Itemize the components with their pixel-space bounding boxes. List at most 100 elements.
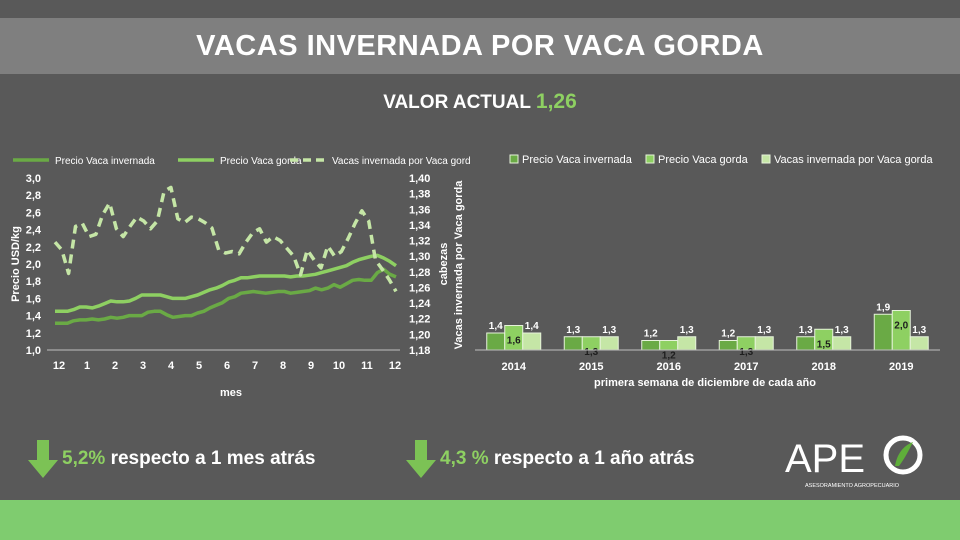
bar-data-label: 1,3 — [566, 325, 580, 336]
bar — [718, 340, 738, 351]
stat-month-pct: 5,2% — [62, 448, 106, 469]
bar-legend-swatch — [645, 154, 655, 164]
bar-data-label: 1,2 — [644, 329, 658, 340]
bar-legend-label: Precio Vaca invernada — [522, 154, 633, 166]
page-title: VACAS INVERNADA POR VACA GORDA — [196, 29, 764, 62]
valor-actual-label: VALOR ACTUAL — [383, 92, 531, 113]
logo-text: APE — [785, 437, 865, 481]
line-chart-y2-tick-label: 1,40 — [409, 173, 430, 185]
arrow-down-icon — [406, 440, 436, 478]
bar-data-label: 1,2 — [721, 329, 735, 340]
line-chart-x-tick-label: 12 — [389, 360, 401, 372]
bar-chart-x-tick-label: 2014 — [502, 361, 527, 373]
line-chart-y-tick-label: 1,8 — [26, 276, 41, 288]
line-chart-y2-tick-label: 1,28 — [409, 267, 430, 279]
line-chart-x-tick-label: 11 — [361, 360, 373, 372]
bar-chart-bars: 1,4 1,6 1,4 1,3 1,3 1,3 1,2 1,2 1,3 1,2 1,3 1,3 1,3 1… — [486, 302, 929, 362]
bar-chart-x-tick-label: 2015 — [579, 361, 603, 373]
line-chart-y-tick-label: 3,0 — [26, 173, 41, 185]
bar — [677, 336, 697, 351]
bar-data-label: 1,3 — [757, 325, 771, 336]
bar-chart-legend: Precio Vaca invernada Precio Vaca gorda Va… — [509, 154, 933, 166]
line-series-2 — [55, 253, 397, 314]
line-chart-x-tick-label: 10 — [333, 360, 345, 372]
bar-chart-x-tick-label: 2019 — [889, 361, 913, 373]
line-chart: Precio Vaca invernada Precio Vaca gorda Va… — [10, 156, 470, 399]
line-chart-y-tick-label: 1,2 — [26, 328, 41, 340]
bar — [909, 336, 929, 351]
line-chart-y2-tick-label: 1,36 — [409, 204, 430, 216]
line-chart-y-tick-label: 1,6 — [26, 293, 41, 305]
line-chart-y2-tick-label: 1,18 — [409, 345, 430, 357]
line-chart-x-tick-label: 4 — [168, 360, 175, 372]
bar-data-label: 1,2 — [662, 351, 676, 362]
stat-month-text: respecto a 1 mes atrás — [105, 448, 316, 469]
bar-data-label: 1,4 — [525, 321, 539, 332]
line-chart-y-tick-label: 2,0 — [26, 259, 41, 271]
line-chart-x-tick-label: 5 — [196, 360, 202, 372]
bar-chart-x-label: primera semana de diciembre de cada año — [594, 377, 816, 389]
line-chart-y2-tick-label: 1,38 — [409, 189, 430, 201]
bar-data-label: 1,3 — [835, 325, 849, 336]
bar-data-label: 1,3 — [739, 347, 753, 358]
line-chart-y-tick-label: 1,4 — [26, 311, 42, 323]
arrow-down-icon — [28, 440, 58, 478]
line-chart-y2-tick-label: 1,22 — [409, 314, 430, 326]
line-chart-y2-tick-label: 1,26 — [409, 282, 430, 294]
bar-legend-swatch — [761, 154, 771, 164]
bar-legend-label: Vacas invernada por Vaca gorda — [774, 154, 933, 166]
line-chart-y2-tick-label: 1,32 — [409, 236, 430, 248]
bar-data-label: 1,3 — [602, 325, 616, 336]
line-chart-y-label: Precio USD/kg — [10, 226, 22, 302]
bar-data-label: 1,5 — [817, 339, 831, 350]
line-legend-label: Vacas invernada por Vaca gorda — [332, 156, 470, 167]
bar-chart-y-label: Vacas invernada por Vaca gorda — [453, 180, 465, 350]
line-chart-legend: Precio Vaca invernada Precio Vaca gorda Va… — [13, 156, 470, 167]
line-chart-x-tick-label: 1 — [84, 360, 90, 372]
line-chart-y-tick-label: 2,6 — [26, 207, 41, 219]
line-legend-label: Precio Vaca gorda — [220, 156, 302, 167]
ape-logo: APE ASESORAMIENTO AGROPECUARIO — [785, 432, 925, 492]
line-chart-y2-tick-label: 1,24 — [409, 298, 431, 310]
line-chart-x-tick-label: 2 — [112, 360, 118, 372]
line-chart-x-tick-label: 9 — [308, 360, 314, 372]
bar-data-label: 1,3 — [912, 325, 926, 336]
bar-data-label: 1,4 — [489, 321, 503, 332]
bar — [873, 313, 893, 351]
line-chart-x-tick-label: 3 — [140, 360, 146, 372]
bar — [486, 332, 506, 351]
valor-actual: VALOR ACTUAL 1,26 — [0, 90, 960, 114]
bar-legend-label: Precio Vaca gorda — [658, 154, 749, 166]
line-chart-axes: 1,0 1,2 1,4 1,6 1,8 2,0 2,2 2,4 2,6 2,8 3,0 1,18 1,2… — [26, 173, 432, 372]
valor-actual-value: 1,26 — [535, 90, 577, 113]
title-bar: VACAS INVERNADA POR VACA GORDA — [0, 18, 960, 74]
line-chart-y2-label: cabezas — [438, 243, 450, 286]
bar — [659, 340, 679, 351]
bar — [754, 336, 774, 351]
stat-year: 4,3 % respecto a 1 año atrás — [406, 440, 695, 478]
bar — [599, 336, 619, 351]
bar-chart-x-tick-label: 2017 — [734, 361, 758, 373]
bar-legend-swatch — [509, 154, 519, 164]
bar-chart-axes: 2014 2015 2016 2017 2018 2019 — [475, 349, 940, 373]
logo-subtitle: ASESORAMIENTO AGROPECUARIO — [805, 483, 900, 489]
bar-data-label: 2,0 — [894, 321, 908, 332]
line-chart-y-tick-label: 1,0 — [26, 345, 41, 357]
footer-bar — [0, 500, 960, 540]
line-chart-y2-tick-label: 1,34 — [409, 220, 431, 232]
line-chart-y2-tick-label: 1,20 — [409, 329, 430, 341]
bar-data-label: 1,6 — [507, 336, 521, 347]
stat-year-text: respecto a 1 año atrás — [488, 448, 695, 469]
line-chart-series — [53, 185, 398, 326]
bar — [832, 336, 852, 351]
bar-data-label: 1,3 — [680, 325, 694, 336]
line-chart-y-tick-label: 2,4 — [26, 225, 42, 237]
line-chart-x-label: mes — [220, 387, 242, 399]
line-chart-x-tick-label: 12 — [53, 360, 65, 372]
bar — [522, 332, 542, 351]
stat-year-pct: 4,3 % — [440, 448, 489, 469]
bar-data-label: 1,9 — [876, 302, 890, 313]
line-chart-x-tick-label: 7 — [252, 360, 258, 372]
line-chart-y-tick-label: 2,2 — [26, 242, 41, 254]
line-series-1 — [55, 267, 397, 326]
